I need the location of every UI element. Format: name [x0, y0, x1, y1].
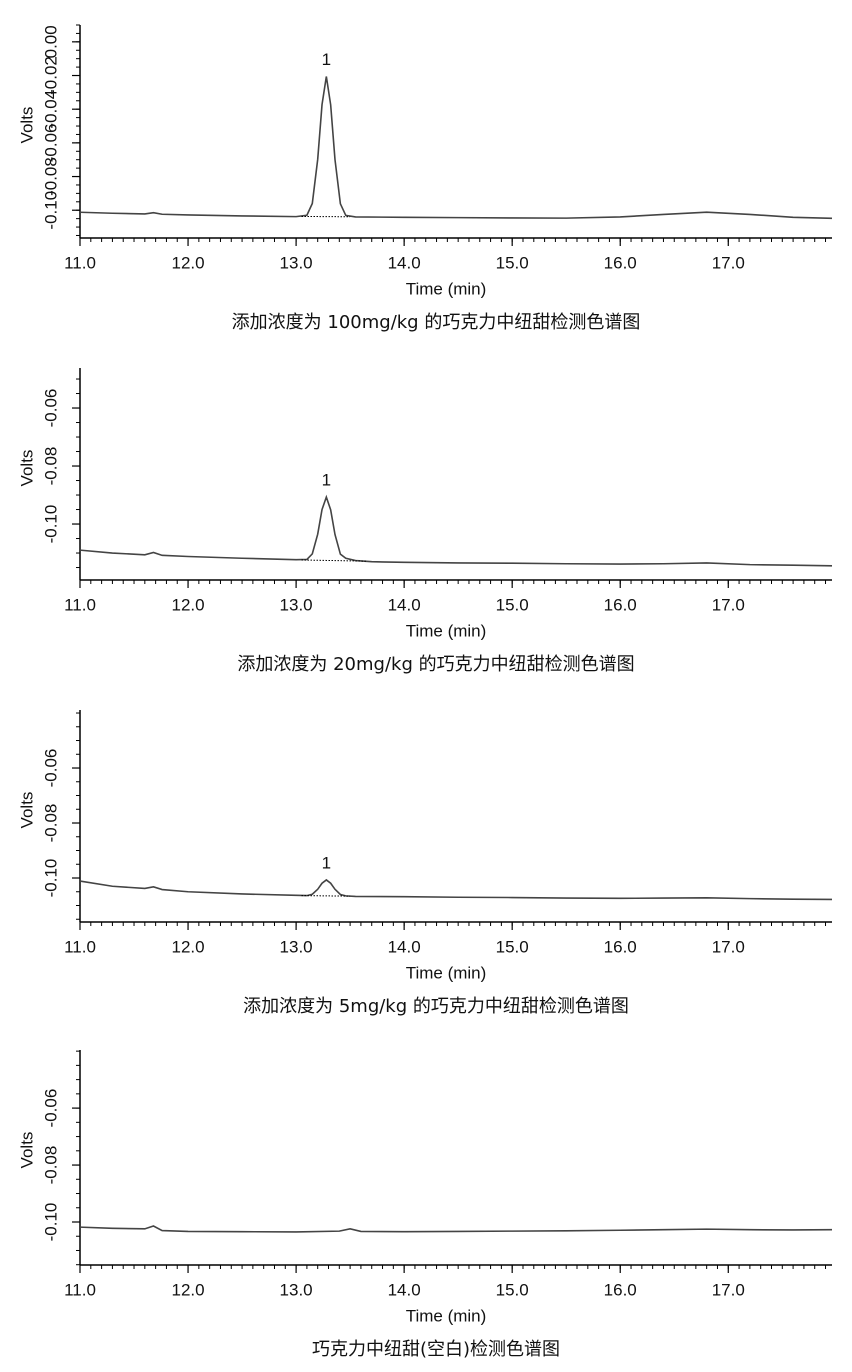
y-tick-label: -0.08 — [41, 1146, 60, 1185]
x-tick-label: 12.0 — [171, 595, 204, 614]
x-axis-label: Time (min) — [406, 1306, 487, 1325]
x-tick-label: 14.0 — [388, 937, 421, 956]
y-tick-label: -0.08 — [41, 804, 60, 843]
x-tick-label: 17.0 — [712, 595, 745, 614]
x-axis-label: Time (min) — [406, 963, 487, 982]
chart-caption: 添加浓度为 20mg/kg 的巧克力中纽甜检测色谱图 — [237, 654, 634, 675]
x-tick-label: 15.0 — [496, 595, 529, 614]
y-tick-label: -0.10 — [41, 1203, 60, 1242]
x-axis-label: Time (min) — [406, 621, 487, 640]
x-tick-label: 16.0 — [604, 937, 637, 956]
trace — [79, 494, 833, 567]
x-tick-label: 11.0 — [64, 595, 96, 614]
chart-caption: 添加浓度为 5mg/kg 的巧克力中纽甜检测色谱图 — [243, 996, 629, 1017]
y-axis-label: Volts — [17, 792, 36, 829]
x-tick-label: 13.0 — [280, 1280, 313, 1299]
y-tick-label: -0.10 — [41, 505, 60, 544]
x-tick-label: 12.0 — [171, 937, 204, 956]
x-axis-label: Time (min) — [406, 279, 487, 298]
y-axis-label: Volts — [17, 450, 36, 487]
x-tick-label: 16.0 — [604, 595, 637, 614]
y-tick-label: -0.06 — [41, 389, 60, 428]
y-tick-label: -0.04 — [41, 90, 60, 129]
x-tick-label: 13.0 — [280, 595, 313, 614]
trace — [79, 878, 833, 901]
x-tick-label: 17.0 — [712, 937, 745, 956]
trace — [79, 76, 833, 220]
x-tick-label: 12.0 — [171, 1280, 204, 1299]
y-tick-label: -0.06 — [41, 123, 60, 162]
x-tick-label: 14.0 — [388, 253, 421, 272]
x-tick-label: 12.0 — [171, 253, 204, 272]
chart-caption: 巧克力中纽甜(空白)检测色谱图 — [312, 1339, 560, 1360]
x-tick-label: 16.0 — [604, 1280, 637, 1299]
x-tick-label: 11.0 — [64, 1280, 96, 1299]
x-tick-label: 16.0 — [604, 253, 637, 272]
x-tick-label: 15.0 — [496, 253, 529, 272]
y-tick-label: -0.10 — [41, 859, 60, 898]
x-tick-label: 13.0 — [280, 937, 313, 956]
x-tick-label: 15.0 — [496, 1280, 529, 1299]
y-axis-label: Volts — [17, 1132, 36, 1169]
x-tick-label: 11.0 — [64, 253, 96, 272]
x-tick-label: 15.0 — [496, 937, 529, 956]
integration-line — [301, 559, 367, 562]
integration-line — [301, 895, 351, 897]
x-tick-label: 11.0 — [64, 937, 96, 956]
y-tick-label: -0.02 — [41, 56, 60, 95]
y-tick-label: -0.08 — [41, 157, 60, 196]
peak-label: 1 — [322, 50, 331, 69]
x-tick-label: 14.0 — [388, 595, 421, 614]
x-tick-label: 17.0 — [712, 253, 745, 272]
peak-label: 1 — [322, 853, 331, 872]
y-tick-label: -0.06 — [41, 749, 60, 788]
chart-caption: 添加浓度为 100mg/kg 的巧克力中纽甜检测色谱图 — [232, 312, 641, 333]
peak-label: 1 — [322, 471, 331, 490]
y-tick-label: -0.08 — [41, 447, 60, 486]
y-tick-label: -0.06 — [41, 1089, 60, 1128]
x-tick-label: 13.0 — [280, 253, 313, 272]
y-tick-label: 0.00 — [41, 25, 60, 58]
y-axis-label: Volts — [17, 107, 36, 144]
y-tick-label: -0.10 — [41, 191, 60, 230]
x-tick-label: 14.0 — [388, 1280, 421, 1299]
x-tick-label: 17.0 — [712, 1280, 745, 1299]
trace — [79, 1225, 833, 1233]
